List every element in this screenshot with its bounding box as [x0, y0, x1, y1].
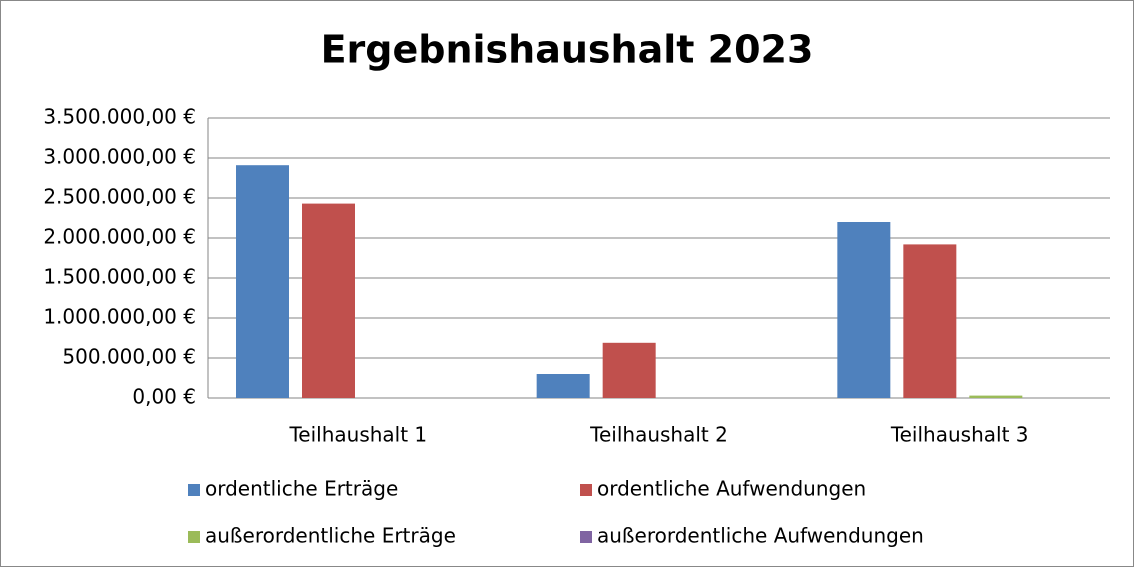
bar — [302, 203, 355, 398]
y-tick-label: 2.500.000,00 € — [43, 185, 196, 209]
chart-title: Ergebnishaushalt 2023 — [321, 28, 814, 72]
bar — [837, 222, 891, 398]
y-tick-label: 3.500.000,00 € — [43, 105, 196, 129]
bar — [536, 374, 590, 398]
y-tick-label: 0,00 € — [132, 385, 196, 409]
y-tick-label: 1.000.000,00 € — [43, 305, 196, 329]
y-tick-label: 2.000.000,00 € — [43, 225, 196, 249]
legend-label: außerordentliche Aufwendungen — [597, 524, 924, 548]
legend-swatch — [580, 484, 592, 496]
x-tick-label: Teilhaushalt 2 — [589, 423, 728, 447]
bar — [903, 244, 957, 398]
legend-label: ordentliche Erträge — [205, 477, 398, 501]
x-tick-label: Teilhaushalt 3 — [890, 423, 1029, 447]
y-tick-label: 500.000,00 € — [62, 345, 196, 369]
legend-swatch — [188, 531, 200, 543]
bar — [602, 342, 656, 398]
y-tick-label: 3.000.000,00 € — [43, 145, 196, 169]
x-tick-label: Teilhaushalt 1 — [288, 423, 427, 447]
legend-swatch — [580, 531, 592, 543]
legend-label: außerordentliche Erträge — [205, 524, 456, 548]
legend-swatch — [188, 484, 200, 496]
bar — [969, 395, 1023, 398]
bar — [236, 165, 289, 398]
legend-label: ordentliche Aufwendungen — [597, 477, 866, 501]
y-tick-label: 1.500.000,00 € — [43, 265, 196, 289]
